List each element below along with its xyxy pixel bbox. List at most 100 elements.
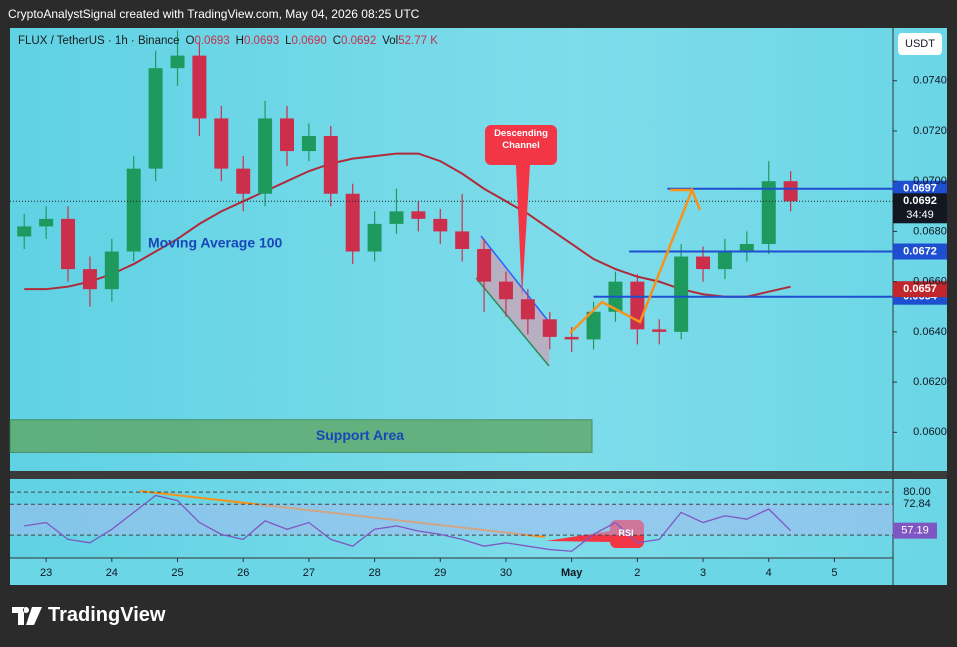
y-tick-label: 0.0620 [913, 376, 947, 388]
candle-body [586, 311, 601, 340]
candle-body [258, 118, 273, 194]
legend-key: C [332, 35, 342, 47]
legend-value: 0.0690 [291, 35, 327, 47]
candle-body [345, 193, 360, 252]
candle-body [477, 249, 492, 282]
channel-line [480, 235, 550, 323]
x-tick-label: 29 [434, 567, 446, 579]
candle-body [761, 181, 776, 244]
candle-body [236, 168, 251, 194]
x-tick-label: 28 [368, 567, 380, 579]
rsi-callout-text: RSI [618, 528, 634, 538]
x-tick-label: 4 [766, 567, 772, 579]
candle-body [411, 211, 426, 219]
level-tag [893, 243, 947, 260]
price-tag [893, 193, 947, 224]
x-tick-label: 25 [171, 567, 183, 579]
candle-body [542, 319, 557, 337]
logo-icon [12, 606, 42, 625]
candle-body [630, 281, 645, 330]
countdown: 34:49 [906, 209, 934, 221]
y-tick-label: 0.0600 [913, 426, 947, 438]
callout-text: Descending Channel [494, 128, 548, 151]
x-tick-label: 23 [40, 567, 52, 579]
x-tick-label: 3 [700, 567, 706, 579]
candle-body [279, 118, 294, 152]
level-label: 0.0697 [903, 183, 937, 195]
legend-value: 0.0693 [194, 35, 230, 47]
support-label: Support Area [316, 427, 404, 443]
candle-body [433, 218, 448, 232]
candle-body [82, 269, 97, 290]
x-tick-label: 2 [634, 567, 640, 579]
y-tick-label: 0.0700 [913, 175, 947, 187]
y-tick-label: 0.0680 [913, 225, 947, 237]
pane-separator [10, 471, 947, 479]
candle-body [674, 256, 689, 332]
legend-item: Vol52.77 K [382, 35, 438, 47]
price-tag-label: 0.0692 [903, 195, 937, 207]
candle-body [455, 231, 470, 249]
currency-button[interactable]: USDT [898, 33, 942, 55]
candle-body [61, 218, 76, 270]
candle-body [148, 68, 163, 169]
legend-value: 0.0692 [341, 35, 377, 47]
symbol: FLUX / TetherUS · 1h · Binance [18, 35, 180, 47]
rsi-tick-label: 80.00 [903, 486, 931, 498]
legend-key: Vol [382, 35, 399, 47]
candle-body [783, 181, 798, 202]
candle-body [170, 55, 185, 69]
candle-body [126, 168, 141, 252]
x-tick-label: 24 [106, 567, 118, 579]
rsi-tag [893, 522, 937, 539]
x-tick-label: 27 [303, 567, 315, 579]
callout [485, 125, 557, 297]
legend-item: C0.0692 [333, 35, 377, 47]
level-label: 0.0672 [903, 245, 937, 257]
y-tick-label: 0.0640 [913, 326, 947, 338]
legend-item: L0.0690 [285, 35, 327, 47]
projection-path [569, 186, 702, 334]
y-tick-label: 0.0660 [913, 276, 947, 288]
legend: FLUX / TetherUS · 1h · Binance O0.0693 H0… [18, 35, 438, 47]
logo: TradingView [12, 604, 165, 627]
candle-body [323, 135, 338, 194]
x-tick-label: May [561, 567, 583, 579]
level-tag [893, 180, 947, 197]
header: CryptoAnalystSignal created with Trading… [8, 7, 420, 21]
x-tick-label: 5 [831, 567, 837, 579]
x-tick-label: 30 [500, 567, 512, 579]
ma-line [24, 152, 791, 298]
candle-body [520, 299, 535, 320]
legend-item: O0.0693 [186, 35, 230, 47]
legend-value: 0.0693 [243, 35, 280, 47]
rsi-tag-label: 57.19 [901, 525, 929, 537]
legend-key: H [235, 35, 244, 47]
logo-text: TradingView [48, 604, 166, 626]
ma-tag [893, 281, 947, 298]
rsi-tick-label: 72.84 [903, 498, 931, 510]
legend-value: 52.77 K [398, 35, 438, 47]
rsi-band [10, 504, 893, 536]
x-tick-label: 26 [237, 567, 249, 579]
candle-body [17, 226, 32, 237]
candle-body [104, 251, 119, 290]
legend-key: O [185, 35, 195, 47]
candle-body [192, 55, 207, 119]
candle-body [652, 329, 667, 332]
y-tick-label: 0.0720 [913, 125, 947, 137]
channel-line [475, 277, 550, 367]
candle-body [214, 118, 229, 169]
candle-body [564, 336, 579, 340]
y-tick-label: 0.0740 [913, 75, 947, 87]
time-axis [10, 558, 947, 585]
channel-fill [476, 236, 549, 366]
candle-body [389, 211, 404, 224]
support-area [9, 419, 593, 453]
candle-body [717, 251, 732, 270]
candle-body [39, 218, 54, 227]
legend-key: L [285, 35, 292, 47]
rsi-line [24, 494, 792, 552]
legend-item: H0.0693 [236, 35, 280, 47]
